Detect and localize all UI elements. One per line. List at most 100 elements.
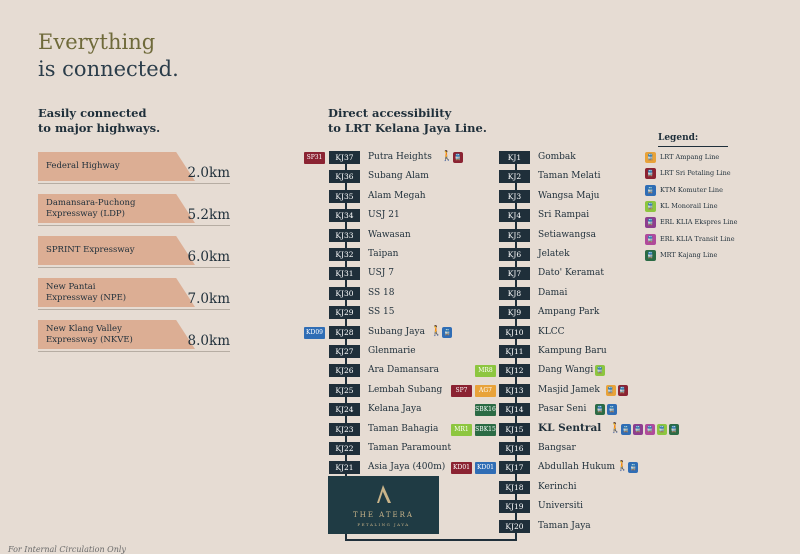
highways-heading-line: to major highways.	[38, 121, 161, 135]
highway-name: Federal Highway	[46, 161, 120, 171]
station-code: KJ4	[499, 209, 530, 222]
station-name: KLCC	[538, 327, 565, 337]
legend-label: LRT Sri Petaling Line	[660, 169, 731, 178]
station-name: Abdullah Hukum	[538, 462, 616, 472]
highways-heading: Easily connected to major highways.	[38, 106, 160, 136]
interchange-badge: MR8	[475, 365, 496, 377]
highway-name: Damansara-Puchong	[46, 198, 136, 208]
train-ampang-icon: 🚆	[605, 385, 616, 396]
legend-label: KTM Komuter Line	[660, 185, 723, 194]
highway-band	[38, 236, 195, 265]
station-code: KJ1	[499, 151, 530, 164]
interchange-badge: SBK16	[475, 404, 496, 416]
train-ktm-icon: 🚆	[607, 404, 617, 415]
highway-distance: 5.2km	[187, 207, 230, 223]
legend-erl-ekspres-icon: 🚆	[645, 217, 656, 229]
station-name: Sri Rampai	[538, 210, 590, 220]
highway-name: New Klang Valley	[46, 324, 122, 334]
highway-distance: 8.0km	[187, 333, 230, 349]
the-atera-logo: THE ATERA PETALING JAYA	[328, 476, 439, 534]
train-erl-transit-icon: 🚆	[645, 424, 655, 435]
highway-underline	[38, 351, 230, 352]
station-name: Taman Jaya	[538, 521, 591, 531]
legend-label: KL Monorail Line	[660, 201, 718, 210]
interchange-badge: SP7	[451, 385, 472, 397]
highway-band	[38, 278, 195, 307]
train-ktm-icon: 🚆	[628, 462, 639, 473]
station-name: Dato' Keramat	[538, 268, 604, 278]
legend-label: MRT Kajang Line	[660, 250, 718, 259]
station-name: Taman Melati	[538, 171, 601, 181]
walking-person-icon: 🚶	[430, 326, 443, 337]
line-connector	[345, 539, 517, 541]
lrt-heading-line: Direct accessibility	[328, 106, 452, 120]
station-name: Putra Heights	[368, 152, 432, 162]
hero-title-line-2: is connected.	[38, 57, 179, 81]
station-name: SS 15	[368, 307, 395, 317]
station-code: KJ14	[499, 403, 530, 416]
highway-name: SPRINT Expressway	[46, 245, 135, 255]
station-name: Jelatek	[538, 249, 570, 259]
station-name: Glenmarie	[368, 346, 416, 356]
station-name: Gombak	[538, 152, 576, 162]
station-name: SS 18	[368, 288, 395, 298]
legend-erl-transit-icon: 🚆	[645, 233, 656, 245]
station-code: KJ31	[329, 267, 360, 280]
legend-monorail-icon: 🚆	[645, 200, 656, 212]
station-code: KJ30	[329, 287, 360, 300]
legend-sri-petaling-icon: 🚆	[645, 168, 656, 180]
station-code: KJ8	[499, 287, 530, 300]
highway-underline	[38, 183, 230, 184]
station-code: KJ25	[329, 384, 360, 397]
highway-name: Expressway (NKVE)	[46, 335, 133, 345]
station-name: Universiti	[538, 501, 583, 511]
train-monorail-icon: 🚆	[657, 424, 667, 435]
station-code: KJ28	[329, 326, 360, 339]
station-code: KJ11	[499, 345, 530, 358]
station-code: KJ24	[329, 403, 360, 416]
station-name: Ampang Park	[538, 307, 600, 317]
station-code: KJ20	[499, 520, 530, 533]
station-code: KJ27	[329, 345, 360, 358]
interchange-badge: SP31	[304, 152, 325, 164]
station-code: KJ15	[499, 423, 530, 436]
station-code: KJ36	[329, 170, 360, 183]
train-sri-petaling-icon: 🚆	[617, 385, 628, 396]
train-mrt-icon: 🚆	[669, 424, 679, 435]
station-name: Kelana Jaya	[368, 404, 422, 414]
station-code: KJ26	[329, 364, 360, 377]
station-name: Taman Bahagia	[368, 424, 439, 434]
interchange-badge: KD01	[475, 462, 496, 474]
highway-name: Expressway (LDP)	[46, 209, 125, 219]
station-code: KJ5	[499, 229, 530, 242]
station-code: KJ12	[499, 364, 530, 377]
highway-band	[38, 194, 195, 223]
interchange-badge: SBK15	[475, 424, 496, 436]
station-name: Subang Jaya	[368, 327, 425, 337]
legend-label: ERL KLIA Ekspres Line	[660, 218, 738, 227]
legend-ktm-icon: 🚆	[645, 184, 656, 196]
station-code: KJ17	[499, 461, 530, 474]
station-code: KJ2	[499, 170, 530, 183]
station-code: KJ35	[329, 190, 360, 203]
station-code: KJ16	[499, 442, 530, 455]
station-code: KJ34	[329, 209, 360, 222]
footnote: For Internal Circulation Only	[8, 545, 126, 554]
highways-heading-line: Easily connected	[38, 106, 147, 120]
station-name: Subang Alam	[368, 171, 429, 181]
highway-band	[38, 320, 195, 349]
legend-mrt-icon: 🚆	[645, 249, 656, 261]
train-sri-petaling-icon: 🚆	[452, 152, 463, 163]
station-code: KJ32	[329, 248, 360, 261]
station-code: KJ18	[499, 481, 530, 494]
legend-title: Legend:	[658, 133, 699, 143]
walking-person-icon: 🚶	[616, 461, 629, 472]
station-name: Masjid Jamek	[538, 385, 600, 395]
station-name: Asia Jaya (400m)	[368, 462, 446, 472]
station-code: KJ9	[499, 306, 530, 319]
walking-person-icon: 🚶	[440, 151, 454, 162]
station-name: Bangsar	[538, 443, 576, 453]
station-name: Taipan	[368, 249, 399, 259]
station-name: Wawasan	[368, 230, 411, 240]
station-name: KL Sentral	[538, 422, 602, 434]
